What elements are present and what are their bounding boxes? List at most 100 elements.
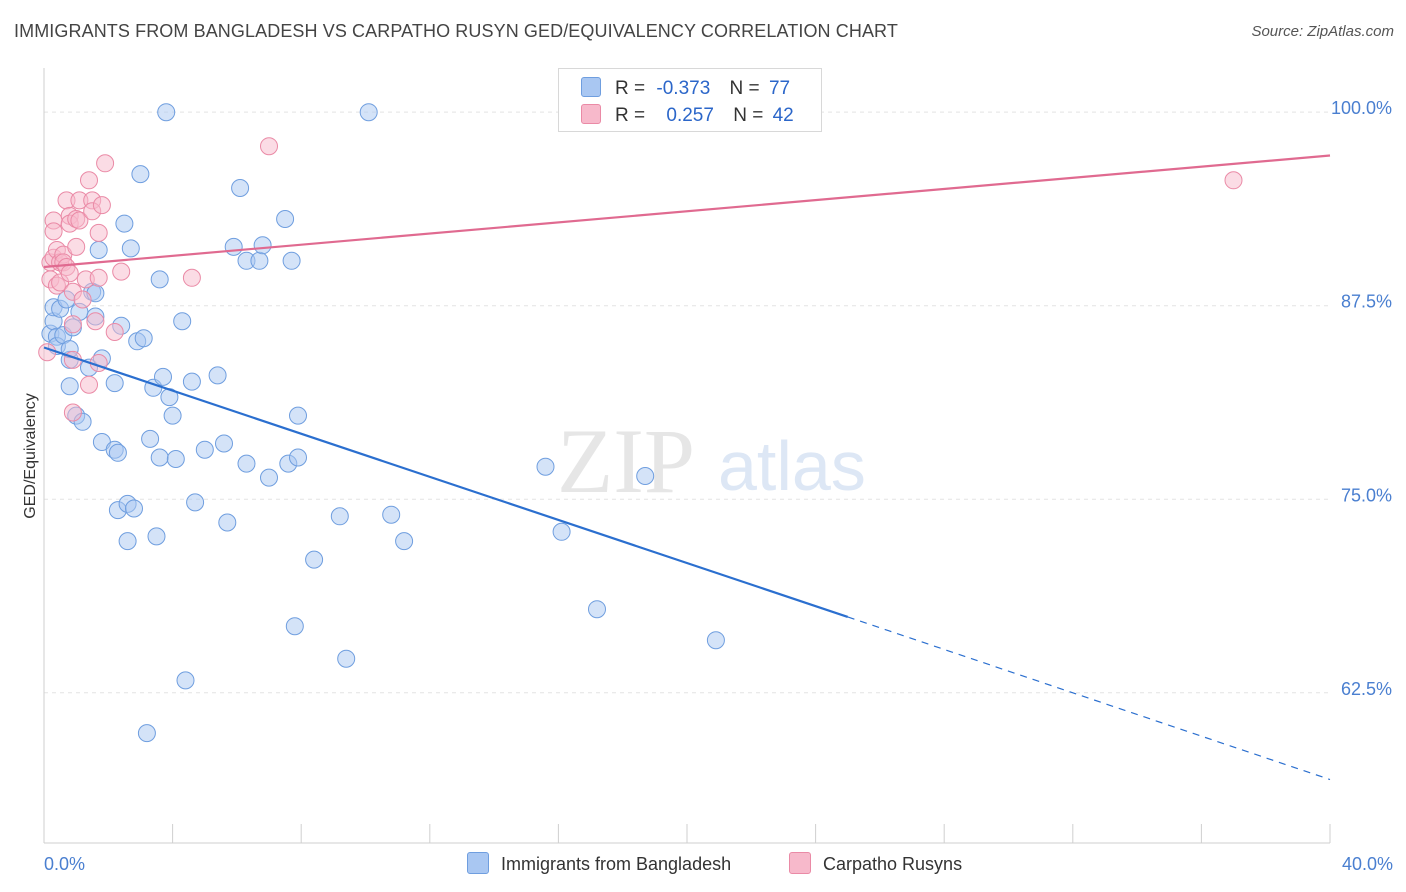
stats-row-bangladesh: R = -0.373 N = 77: [581, 77, 790, 101]
point-bangladesh: [359, 103, 378, 122]
point-carpatho: [38, 343, 57, 362]
point-carpatho: [260, 137, 278, 156]
stats-r-value-bangladesh: -0.373: [656, 78, 711, 99]
chart-title: IMMIGRANTS FROM BANGLADESH VS CARPATHO R…: [14, 21, 898, 41]
point-bangladesh: [218, 513, 237, 532]
y-tick-label: 87.5%: [1341, 292, 1392, 312]
y-tick-label: 75.0%: [1341, 485, 1392, 505]
point-bangladesh: [282, 251, 301, 270]
point-bangladesh: [289, 406, 307, 425]
point-carpatho: [182, 268, 201, 287]
stats-r-value-carpatho: 0.257: [666, 105, 714, 126]
point-carpatho: [1224, 171, 1243, 190]
point-bangladesh: [150, 448, 169, 467]
point-carpatho: [112, 262, 131, 281]
point-bangladesh: [60, 377, 79, 396]
point-bangladesh: [118, 532, 137, 551]
x-tick-label-min: 0.0%: [44, 854, 85, 874]
point-bangladesh: [552, 522, 571, 541]
point-bangladesh: [131, 165, 150, 184]
point-carpatho: [89, 223, 108, 242]
legend-label-carpatho: Carpatho Rusyns: [823, 854, 963, 874]
point-bangladesh: [382, 505, 401, 524]
point-carpatho: [92, 196, 111, 215]
point-bangladesh: [237, 454, 256, 473]
trend-lines: [43, 154, 1331, 781]
point-carpatho: [73, 290, 92, 309]
point-bangladesh: [176, 671, 195, 690]
point-bangladesh: [105, 374, 124, 393]
point-bangladesh: [163, 406, 182, 425]
legend-label-bangladesh: Immigrants from Bangladesh: [501, 854, 732, 874]
point-bangladesh: [208, 366, 227, 385]
point-bangladesh: [337, 649, 356, 668]
point-bangladesh: [157, 103, 176, 122]
point-bangladesh: [137, 724, 156, 743]
point-bangladesh: [108, 443, 127, 462]
stats-row-carpatho: R = 0.257 N = 42: [581, 104, 794, 128]
point-bangladesh: [253, 236, 272, 255]
x-tick-label-max: 40.0%: [1342, 854, 1393, 874]
point-bangladesh: [121, 239, 140, 258]
data-points: [38, 103, 1243, 743]
point-carpatho: [86, 312, 105, 331]
point-bangladesh: [182, 372, 201, 391]
stats-n-value-bangladesh: 77: [768, 78, 791, 99]
legend-item-bangladesh: Immigrants from Bangladesh: [467, 852, 731, 875]
stats-swatch-carpatho: [581, 104, 601, 124]
point-bangladesh: [536, 457, 555, 476]
point-bangladesh: [186, 493, 205, 512]
gridlines: [44, 111, 1330, 694]
point-bangladesh: [173, 312, 192, 331]
trend-line-bangladesh-extrapolated: [847, 616, 1331, 781]
trend-line-bangladesh: [43, 346, 849, 618]
point-carpatho: [105, 323, 124, 341]
point-bangladesh: [250, 251, 269, 270]
axes: [43, 68, 1331, 844]
point-carpatho: [80, 171, 98, 190]
point-bangladesh: [141, 429, 160, 448]
watermark-zip: ZIP: [557, 410, 695, 512]
point-bangladesh: [154, 367, 172, 386]
stats-swatch-bangladesh: [581, 77, 601, 97]
point-carpatho: [60, 264, 79, 283]
y-axis-label: GED/Equivalency: [22, 393, 39, 518]
point-bangladesh: [588, 600, 606, 619]
point-bangladesh: [305, 550, 324, 569]
point-bangladesh: [285, 617, 304, 636]
point-bangladesh: [125, 499, 143, 518]
point-bangladesh: [166, 450, 185, 468]
stats-box: R = -0.373 N = 77 R = 0.257 N = 42: [558, 68, 822, 132]
point-bangladesh: [89, 241, 108, 259]
point-bangladesh: [330, 507, 349, 526]
y-tick-label: 100.0%: [1331, 98, 1392, 118]
chart-source: Source: ZipAtlas.com: [1251, 23, 1394, 40]
tick-labels: 62.5% 75.0% 87.5% 100.0% 0.0% 40.0%: [44, 98, 1393, 874]
point-bangladesh: [115, 214, 134, 233]
point-bangladesh: [231, 179, 250, 197]
point-bangladesh: [134, 329, 153, 348]
point-carpatho: [70, 211, 89, 230]
point-bangladesh: [260, 468, 278, 487]
point-carpatho: [80, 375, 98, 394]
trend-line-carpatho: [43, 154, 1331, 269]
legend-item-carpatho: Carpatho Rusyns: [789, 852, 962, 875]
point-carpatho: [67, 237, 86, 256]
point-bangladesh: [215, 434, 233, 453]
legend-swatch-carpatho: [789, 852, 811, 874]
point-carpatho: [89, 268, 108, 287]
point-bangladesh: [195, 440, 214, 459]
watermark-atlas: atlas: [718, 427, 866, 505]
point-carpatho: [63, 315, 82, 334]
point-carpatho: [96, 154, 115, 173]
point-bangladesh: [150, 270, 169, 289]
point-carpatho: [44, 222, 63, 241]
stats-n-value-carpatho: 42: [772, 105, 794, 126]
point-bangladesh: [395, 532, 414, 551]
point-bangladesh: [636, 467, 655, 485]
point-bangladesh: [706, 631, 725, 650]
y-tick-label: 62.5%: [1341, 679, 1392, 699]
legend-swatch-bangladesh: [467, 852, 489, 874]
point-carpatho: [63, 403, 82, 422]
